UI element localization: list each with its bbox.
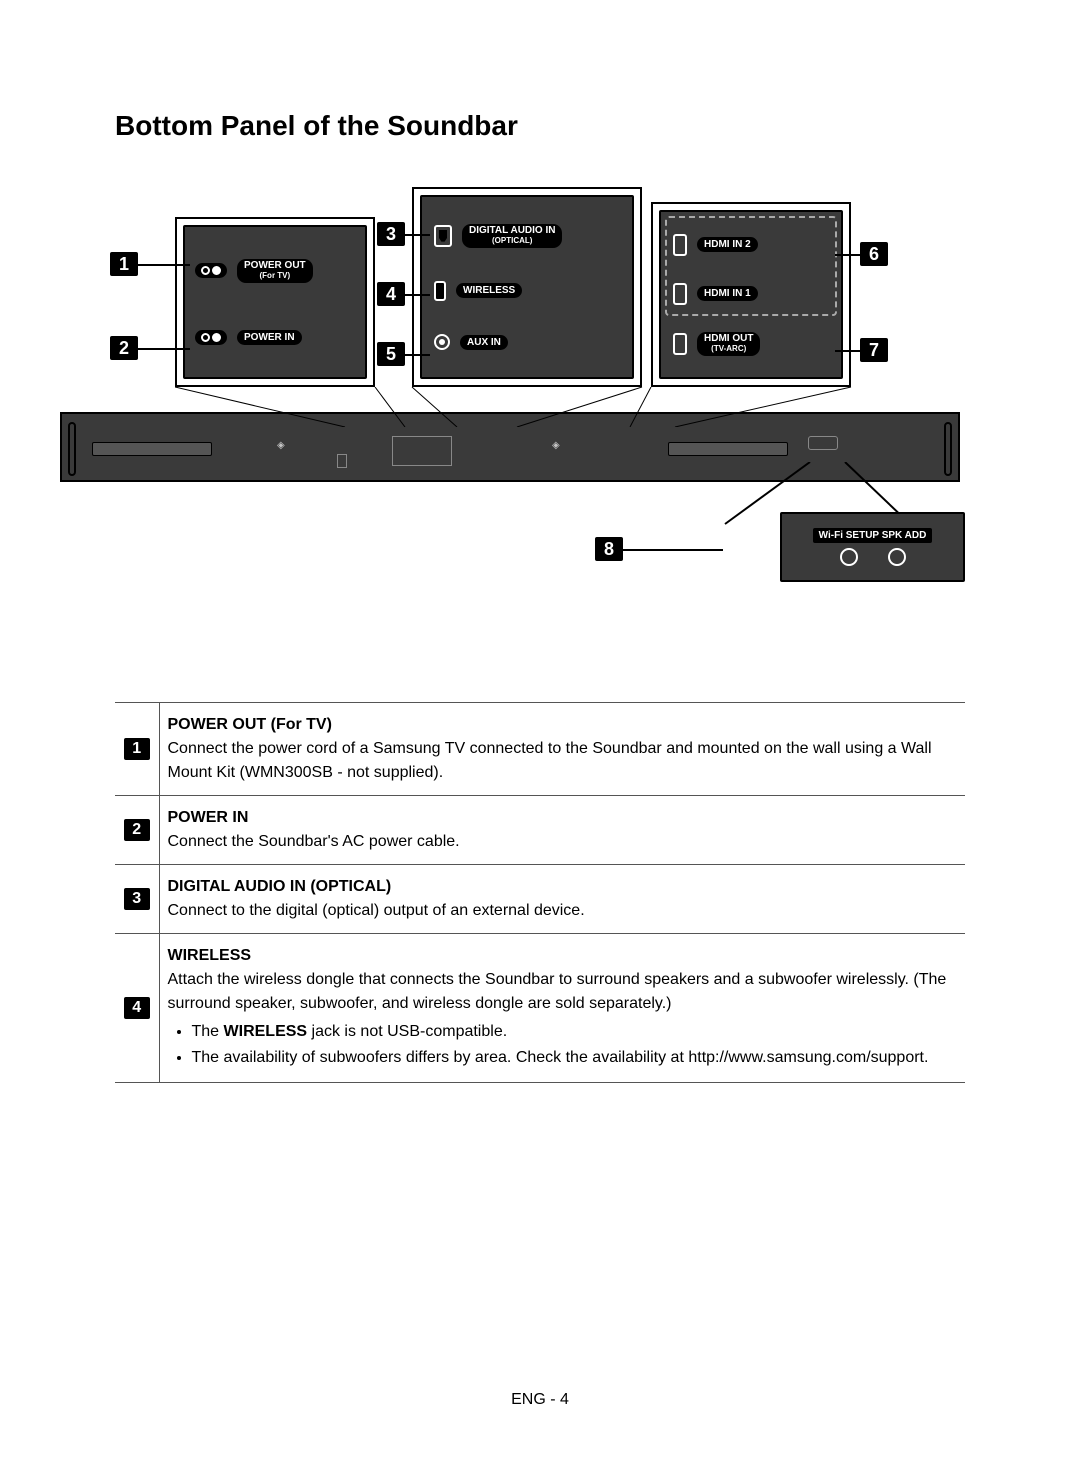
wireless-jack-icon	[434, 281, 446, 301]
row-description-cell: DIGITAL AUDIO IN (OPTICAL)Connect to the…	[159, 865, 965, 934]
row-number-badge: 1	[124, 738, 150, 760]
row-number-cell: 2	[115, 796, 159, 865]
row-description-cell: WIRELESSAttach the wireless dongle that …	[159, 934, 965, 1083]
digital-audio-label: DIGITAL AUDIO IN (OPTICAL)	[462, 224, 562, 248]
callout-7-line	[835, 350, 860, 352]
row-heading: POWER IN	[168, 806, 958, 830]
row-body: Attach the wireless dongle that connects…	[168, 968, 958, 1016]
callout-2-line	[138, 348, 190, 350]
hdmi-out-label: HDMI OUT (TV-ARC)	[697, 332, 760, 356]
row-number-cell: 4	[115, 934, 159, 1083]
row-description-cell: POWER OUT (For TV)Connect the power cord…	[159, 703, 965, 796]
table-row: 4 WIRELESSAttach the wireless dongle that…	[115, 934, 965, 1083]
row-bullet-item: The WIRELESS jack is not USB-compatible.	[192, 1020, 958, 1044]
row-number-badge: 2	[124, 819, 150, 841]
callout-2: 2	[110, 336, 138, 360]
callout-4-line	[405, 294, 430, 296]
row-body: Connect to the digital (optical) output …	[168, 899, 958, 923]
optical-jack-icon	[434, 225, 452, 247]
row-bullet-item: The availability of subwoofers differs b…	[192, 1046, 958, 1070]
page-title: Bottom Panel of the Soundbar	[115, 110, 965, 142]
power-panel-outer: POWER OUT (For TV) POWER IN	[175, 217, 375, 387]
wifi-setup-label: Wi-Fi SETUP SPK ADD	[813, 528, 933, 543]
row-number-badge: 4	[124, 997, 150, 1019]
callout-4: 4	[377, 282, 405, 306]
table-row: 2 POWER INConnect the Soundbar's AC power…	[115, 796, 965, 865]
row-number-badge: 3	[124, 888, 150, 910]
wifi-setup-detail: Wi-Fi SETUP SPK ADD	[780, 512, 965, 582]
row-heading: WIRELESS	[168, 944, 958, 968]
spk-add-button-icon	[888, 548, 906, 566]
aux-jack-icon	[434, 334, 450, 350]
mini-ports-1	[337, 454, 347, 468]
audio-panel-outer: DIGITAL AUDIO IN (OPTICAL) WIRELESS AUX …	[412, 187, 642, 387]
callout-3-line	[405, 234, 430, 236]
wireless-label: WIRELESS	[456, 283, 522, 298]
mini-dot-icon: ◈	[552, 440, 560, 451]
row-number-cell: 3	[115, 865, 159, 934]
wifi-setup-button-icon	[840, 548, 858, 566]
power-out-jack-icon	[195, 263, 227, 278]
hdmi-in2-label: HDMI IN 2	[697, 237, 758, 252]
power-panel-inner: POWER OUT (For TV) POWER IN	[183, 225, 367, 379]
table-row: 3 DIGITAL AUDIO IN (OPTICAL)Connect to th…	[115, 865, 965, 934]
row-heading: DIGITAL AUDIO IN (OPTICAL)	[168, 875, 958, 899]
row-body: Connect the power cord of a Samsung TV c…	[168, 737, 958, 785]
power-in-jack-icon	[195, 330, 227, 345]
callout-5-line	[405, 354, 430, 356]
aux-in-label: AUX IN	[460, 335, 508, 350]
hdmi-out-jack-icon	[673, 333, 687, 355]
panel-zoom-lines-icon	[175, 387, 895, 427]
mini-wifi-setup	[808, 436, 838, 450]
callout-7: 7	[860, 338, 888, 362]
hdmi-panel-inner: HDMI IN 2 HDMI IN 1 HDMI OUT (TV-ARC)	[659, 210, 843, 379]
soundbar-cap-left	[68, 422, 76, 476]
page-number: ENG - 4	[0, 1391, 1080, 1409]
row-description-cell: POWER INConnect the Soundbar's AC power …	[159, 796, 965, 865]
bottom-panel-diagram: POWER OUT (For TV) POWER IN DIGITAL AUDI…	[115, 182, 965, 642]
power-in-label: POWER IN	[237, 330, 302, 345]
audio-panel-inner: DIGITAL AUDIO IN (OPTICAL) WIRELESS AUX …	[420, 195, 634, 379]
callout-1: 1	[110, 252, 138, 276]
hdmi-panel-outer: HDMI IN 2 HDMI IN 1 HDMI OUT (TV-ARC)	[651, 202, 851, 387]
callout-6-line	[835, 254, 860, 256]
hdmi-in2-jack-icon	[673, 234, 687, 256]
callout-1-line	[138, 264, 190, 266]
row-bullet-list: The WIRELESS jack is not USB-compatible.…	[192, 1020, 958, 1070]
row-heading: POWER OUT (For TV)	[168, 713, 958, 737]
callout-8-line	[623, 549, 723, 551]
hdmi-in1-jack-icon	[673, 283, 687, 305]
hdmi-in1-label: HDMI IN 1	[697, 286, 758, 301]
table-row: 1 POWER OUT (For TV)Connect the power cor…	[115, 703, 965, 796]
power-out-label: POWER OUT (For TV)	[237, 259, 313, 283]
row-body: Connect the Soundbar's AC power cable.	[168, 830, 958, 854]
port-description-table: 1 POWER OUT (For TV)Connect the power cor…	[115, 702, 965, 1083]
callout-6: 6	[860, 242, 888, 266]
callout-8: 8	[595, 537, 623, 561]
bar-slot-left	[92, 442, 212, 456]
dot-icon: ◈	[277, 440, 285, 451]
mini-ports-2	[392, 436, 452, 466]
row-number-cell: 1	[115, 703, 159, 796]
callout-5: 5	[377, 342, 405, 366]
callout-3: 3	[377, 222, 405, 246]
bar-slot-right	[668, 442, 788, 456]
